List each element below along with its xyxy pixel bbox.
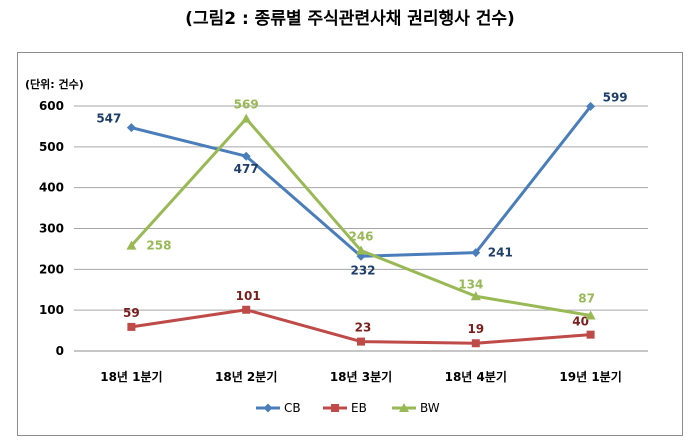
data-label-eb: 23: [355, 321, 372, 335]
data-label-eb: 19: [467, 322, 484, 336]
legend-marker-cb: [263, 403, 273, 413]
y-tick-label: 200: [39, 262, 64, 276]
y-tick-label: 600: [39, 99, 64, 113]
unit-label: (단위: 건수): [25, 77, 84, 91]
data-point-cb: [471, 248, 481, 258]
y-tick-label: 100: [39, 303, 64, 317]
data-point-bw: [470, 291, 481, 301]
legend-label-cb: CB: [284, 401, 301, 415]
data-label-cb: 477: [234, 162, 259, 176]
data-point-cb: [241, 151, 251, 161]
x-tick-label: 18년 4분기: [445, 369, 507, 384]
data-label-eb: 59: [123, 306, 140, 320]
data-point-eb: [242, 305, 251, 314]
data-label-eb: 101: [236, 289, 261, 303]
data-point-eb: [471, 339, 480, 348]
data-label-bw: 569: [234, 98, 259, 112]
data-point-eb: [127, 322, 136, 331]
data-point-eb: [357, 337, 365, 346]
chart-panel: [17, 52, 683, 436]
data-label-eb: 40: [572, 315, 589, 329]
x-tick-label: 19년 1분기: [559, 369, 621, 384]
data-label-cb: 232: [350, 263, 375, 277]
data-label-bw: 87: [578, 291, 595, 305]
data-label-bw: 134: [458, 277, 483, 291]
data-label-bw: 258: [146, 239, 171, 253]
data-label-bw: 246: [348, 230, 373, 244]
data-point-bw: [126, 240, 137, 250]
y-tick-label: 0: [56, 344, 64, 358]
data-point-eb: [586, 330, 595, 339]
x-tick-label: 18년 3분기: [330, 369, 392, 384]
y-tick-label: 300: [39, 222, 64, 236]
y-tick-label: 500: [39, 140, 64, 154]
legend-label-bw: BW: [420, 401, 440, 415]
data-point-cb: [586, 101, 596, 111]
data-point-bw: [585, 310, 596, 320]
y-tick-label: 400: [39, 181, 64, 195]
data-label-cb: 241: [488, 246, 513, 260]
data-label-cb: 599: [603, 90, 628, 104]
x-tick-label: 18년 1분기: [100, 369, 162, 384]
legend-label-eb: EB: [351, 401, 367, 415]
data-point-cb: [126, 123, 136, 133]
data-label-cb: 547: [96, 112, 121, 126]
data-point-bw: [356, 245, 366, 255]
x-tick-label: 18년 2분기: [215, 369, 277, 384]
legend-marker-eb: [331, 404, 339, 412]
legend-marker-bw: [399, 403, 409, 412]
chart-title: (그림2 : 종류별 주식관련사채 권리행사 건수): [185, 9, 515, 29]
data-point-bw: [241, 113, 252, 123]
series-line-bw: [130, 117, 591, 317]
